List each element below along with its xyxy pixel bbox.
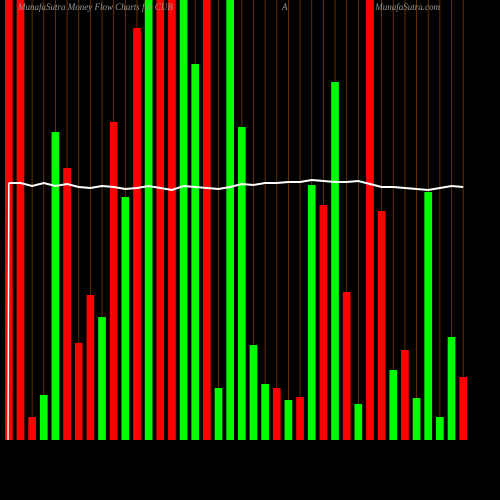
line-lead-in — [7, 182, 10, 441]
bar — [98, 317, 106, 440]
flow-line — [8, 178, 464, 192]
bar — [203, 0, 211, 440]
bar — [144, 0, 153, 440]
bars — [4, 0, 468, 440]
lines — [7, 178, 464, 441]
bar — [109, 122, 118, 440]
bar — [237, 127, 246, 440]
bar — [191, 64, 200, 440]
bar — [133, 28, 141, 440]
bar — [28, 417, 36, 440]
bar — [447, 337, 456, 440]
bar — [261, 384, 269, 440]
bar — [401, 350, 409, 440]
bar — [156, 0, 165, 440]
bar — [459, 377, 468, 440]
bar — [39, 395, 48, 440]
bar — [179, 0, 188, 440]
bar — [307, 185, 316, 440]
chart-subtitle: A — [281, 2, 288, 12]
bar — [354, 404, 363, 440]
bar — [74, 343, 83, 440]
source: MunafaSutra.com — [374, 2, 440, 12]
bar — [331, 82, 339, 440]
bar — [366, 0, 374, 440]
bar — [272, 388, 281, 440]
bar — [319, 205, 328, 440]
bar — [296, 397, 304, 440]
bar — [284, 400, 293, 440]
chart-title: MunafaSutra Money Flow Charts for CUB — [17, 2, 173, 12]
bar — [389, 370, 398, 440]
bar — [342, 292, 351, 440]
bar — [412, 398, 421, 440]
bar — [63, 168, 71, 440]
bar — [16, 0, 25, 440]
bar — [424, 192, 433, 440]
bar — [214, 388, 223, 440]
bar — [121, 197, 130, 440]
bar — [226, 0, 235, 440]
bar — [249, 345, 258, 440]
bar — [436, 417, 444, 440]
bar — [86, 295, 95, 440]
bar — [168, 0, 176, 440]
bar — [377, 211, 386, 440]
bar — [51, 132, 60, 440]
